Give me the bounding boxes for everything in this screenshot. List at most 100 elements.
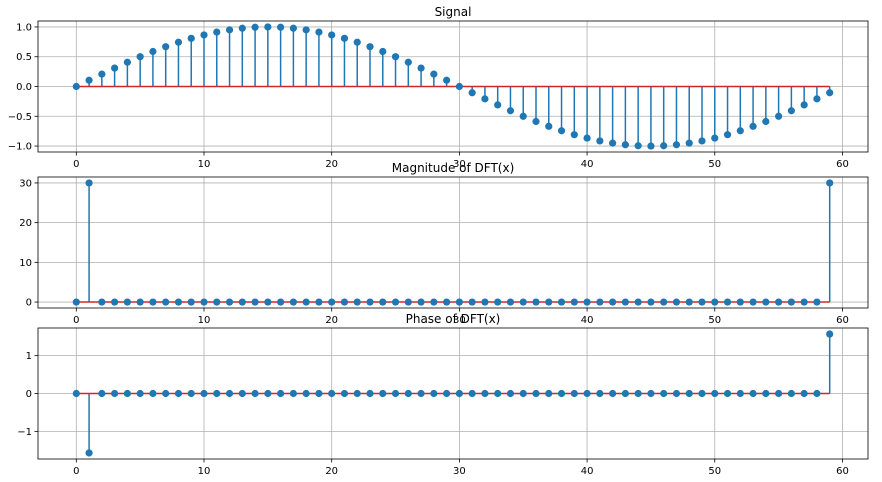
axes-frame [37, 176, 869, 309]
stem-marker [826, 330, 834, 338]
stem-marker [647, 142, 655, 150]
stem-marker [775, 298, 783, 306]
stem-marker [315, 28, 323, 36]
stem-marker [136, 298, 144, 306]
stem-marker [225, 26, 234, 34]
stem-marker [417, 64, 425, 72]
subplot-title: Phase of DFT(x) [406, 312, 501, 326]
stem-marker [723, 298, 732, 306]
stem-marker [187, 389, 195, 398]
stem-marker [340, 34, 349, 42]
stem-marker [213, 28, 221, 36]
stem-marker [826, 179, 834, 187]
x-tick-label: 40 [581, 466, 594, 477]
stem-marker [545, 298, 553, 306]
x-tick-label: 30 [453, 315, 466, 326]
stem-marker [775, 112, 783, 120]
x-tick-label: 60 [836, 315, 849, 326]
stem-marker [519, 389, 527, 398]
stem-marker [200, 31, 208, 39]
stem-marker [353, 298, 361, 306]
stem-marker [813, 95, 821, 103]
stem-marker [672, 298, 681, 306]
stem-marker [634, 298, 642, 306]
x-tick-label: 30 [453, 159, 466, 170]
subplot-title: Magnitude of DFT(x) [392, 161, 515, 175]
x-tick-label: 10 [198, 159, 211, 170]
y-tick-label: 20 [19, 218, 32, 229]
stem-marker [238, 389, 246, 398]
stem-marker [187, 298, 195, 306]
stem-marker [289, 389, 297, 398]
y-tick-label: 30 [19, 178, 32, 189]
stem-marker [634, 389, 642, 398]
stem-marker [468, 389, 476, 398]
stem-marker [302, 26, 310, 34]
stem-marker [634, 142, 642, 150]
x-tick-label: 40 [581, 315, 594, 326]
stem-marker [711, 134, 719, 142]
stem-marker [443, 76, 451, 84]
grid [38, 177, 868, 308]
stem-marker [353, 38, 361, 46]
stem-marker [162, 389, 170, 398]
stem-marker [570, 389, 578, 398]
stem-marker [506, 389, 515, 398]
stem-marker [98, 389, 106, 398]
x-tick-label: 20 [325, 159, 338, 170]
stem-marker [609, 298, 617, 306]
stem-marker [468, 89, 476, 97]
x-tick-label: 60 [836, 159, 849, 170]
stem-marker [85, 449, 93, 457]
stem-marker [162, 43, 170, 51]
stem-marker [570, 298, 578, 306]
stem-marker [609, 139, 617, 147]
stem-marker [532, 298, 540, 306]
y-tick-label: 0.5 [16, 52, 32, 63]
subplot-1: Signal 0 10 20 30 40 50 60 −1.0 −0.5 0.0 0.5 1.0 [8, 5, 869, 170]
stem-marker [264, 23, 272, 31]
stem-marker [251, 23, 259, 31]
stem-marker [660, 298, 668, 306]
stem-marker [455, 82, 463, 91]
stem-marker [826, 89, 834, 97]
stem-marker [174, 38, 183, 46]
y-tick-label: −1.0 [8, 142, 32, 153]
stem-marker [570, 131, 578, 139]
stem-marker [136, 389, 144, 398]
stem-marker [123, 389, 131, 398]
stem-marker [621, 389, 629, 398]
stem-marker [315, 389, 323, 398]
stem-marker [391, 298, 400, 306]
stem-marker [698, 137, 706, 145]
stem-marker [468, 298, 476, 306]
y-tick-label: −1 [17, 427, 32, 438]
stem-marker [72, 82, 80, 91]
stem-marker [111, 298, 119, 306]
stem-marker [149, 298, 157, 306]
stem-marker [136, 53, 144, 61]
stem-marker [200, 389, 208, 398]
stem-marker [519, 298, 527, 306]
stem-marker [647, 298, 655, 306]
x-tick-label: 50 [708, 159, 721, 170]
stem-marker [711, 389, 719, 398]
stem-marker [391, 53, 400, 61]
stem-marker [800, 298, 808, 306]
stem-marker [98, 298, 106, 306]
stem-marker [736, 298, 744, 306]
stem-marker [277, 298, 285, 306]
stem-marker [315, 298, 323, 306]
stem-marker [698, 298, 706, 306]
stem-marker [443, 298, 451, 306]
stem-marker [251, 389, 259, 398]
stem-marker [340, 389, 349, 398]
stem-marker [430, 389, 438, 398]
subplot-2: Magnitude of DFT(x) 0 10 20 30 40 50 60 0 10 20 30 [19, 161, 869, 326]
stem-marker [787, 298, 795, 306]
stem-marker [481, 298, 489, 306]
stem-marker [98, 70, 106, 78]
stem-marker [749, 122, 757, 130]
stem-marker [328, 389, 336, 398]
